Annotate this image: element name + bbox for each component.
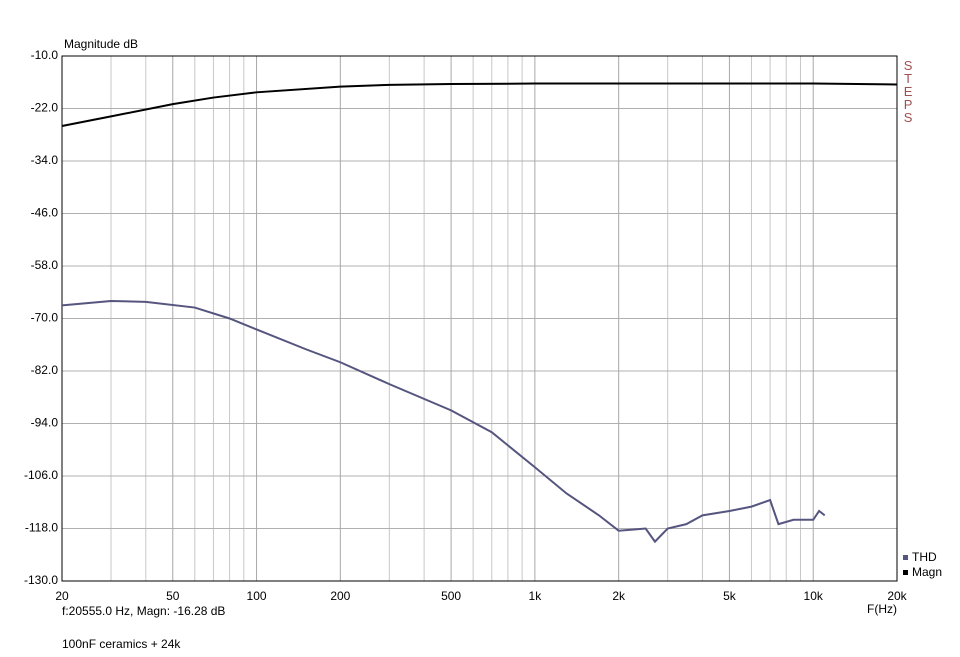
x-tick-label: 2k xyxy=(612,589,626,603)
legend-swatch xyxy=(903,570,908,575)
side-label: STEPS xyxy=(901,58,916,123)
y-tick-label: -10.0 xyxy=(31,48,59,62)
cursor-readout: f:20555.0 Hz, Magn: -16.28 dB xyxy=(62,604,225,618)
x-tick-label: 10k xyxy=(804,589,824,603)
y-tick-label: -106.0 xyxy=(24,468,58,482)
x-tick-label: 100 xyxy=(247,589,267,603)
x-tick-label: 5k xyxy=(723,589,737,603)
legend-swatch xyxy=(903,555,908,560)
x-tick-label: 200 xyxy=(330,589,350,603)
series-line xyxy=(61,299,826,544)
plot-frame xyxy=(61,55,898,582)
y-tick-label: -82.0 xyxy=(31,363,59,377)
series-line xyxy=(61,82,898,127)
x-tick-label: 500 xyxy=(441,589,461,603)
x-tick-label: 1k xyxy=(529,589,543,603)
x-tick-label: 50 xyxy=(166,589,180,603)
y-tick-label: -94.0 xyxy=(31,416,59,430)
y-tick-label: -46.0 xyxy=(31,206,59,220)
note: 100nF ceramics + 24k xyxy=(62,637,181,651)
y-axis-label: Magnitude dB xyxy=(64,37,138,51)
y-tick-label: -34.0 xyxy=(31,153,59,167)
y-tick-label: -22.0 xyxy=(31,101,59,115)
x-tick-label: 20 xyxy=(55,589,69,603)
x-axis-label: F(Hz) xyxy=(867,602,897,616)
y-tick-label: -58.0 xyxy=(31,258,59,272)
y-tick-label: -118.0 xyxy=(25,521,58,535)
y-tick-label: -70.0 xyxy=(31,311,59,325)
legend-label: THD xyxy=(912,550,937,564)
y-tick-label: -130.0 xyxy=(24,573,58,587)
legend-label: Magn xyxy=(912,565,942,579)
x-tick-label: 20k xyxy=(887,589,907,603)
